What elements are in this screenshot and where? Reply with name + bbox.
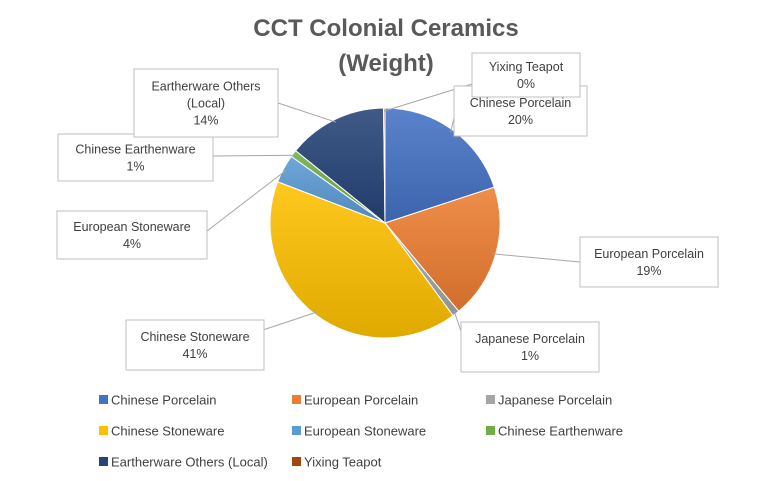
leader-line-european-stoneware — [206, 169, 287, 232]
legend-label-chinese-earthenware: Chinese Earthenware — [498, 424, 623, 439]
callout-value-yixing-teapot: 0% — [517, 77, 535, 91]
legend-item-eartherware-others-local: Eartherware Others (Local) — [99, 455, 268, 470]
callout-chinese-stoneware: Chinese Stoneware 41% — [125, 319, 265, 371]
legend-item-chinese-porcelain: Chinese Porcelain — [99, 393, 217, 408]
legend-swatch-chinese-porcelain — [99, 395, 108, 404]
leader-line-eartherware-others-local — [277, 102, 337, 123]
callout-label-european-porcelain: European Porcelain — [594, 247, 704, 261]
callout-value-chinese-porcelain: 20% — [508, 113, 533, 127]
pie-slice-chinese-porcelain — [384, 107, 495, 224]
callout-label-european-stoneware: European Stoneware — [73, 220, 190, 234]
callout-european-stoneware: European Stoneware 4% — [56, 210, 208, 260]
callout-box-european-stoneware — [56, 210, 208, 260]
legend-item-japanese-porcelain: Japanese Porcelain — [486, 393, 612, 408]
legend-item-chinese-stoneware: Chinese Stoneware — [99, 424, 224, 439]
callout-value-chinese-earthenware: 1% — [126, 160, 144, 174]
legend-item-yixing-teapot: Yixing Teapot — [292, 455, 382, 470]
callout-box-chinese-stoneware — [125, 319, 265, 371]
callout-eartherware-others-local: Eartherware Others (Local) 14% — [133, 68, 279, 138]
legend-item-chinese-earthenware: Chinese Earthenware — [486, 424, 623, 439]
pie-slice-european-porcelain — [384, 186, 501, 312]
legend-label-chinese-stoneware: Chinese Stoneware — [111, 424, 224, 439]
callout-box-japanese-porcelain — [460, 321, 600, 373]
callout-european-porcelain: European Porcelain 19% — [579, 236, 719, 288]
legend-label-european-porcelain: European Porcelain — [304, 393, 418, 408]
legend-item-european-porcelain: European Porcelain — [292, 393, 418, 408]
data-callouts: Chinese Porcelain 20% European Porcelain 19… — [56, 52, 719, 373]
legend-swatch-chinese-stoneware — [99, 426, 108, 435]
callout-label-chinese-stoneware: Chinese Stoneware — [140, 330, 249, 344]
legend-swatch-european-stoneware — [292, 426, 301, 435]
chart-title-line-1: CCT Colonial Ceramics — [253, 15, 518, 42]
legend-label-yixing-teapot: Yixing Teapot — [304, 455, 382, 470]
pie-slice-yixing-teapot — [383, 107, 386, 224]
callout-yixing-teapot: Yixing Teapot 0% — [471, 52, 581, 98]
leader-line-japanese-porcelain — [453, 311, 462, 332]
legend-item-european-stoneware: European Stoneware — [292, 424, 426, 439]
callout-label-japanese-porcelain: Japanese Porcelain — [475, 332, 585, 346]
callout-box-european-porcelain — [579, 236, 719, 288]
callout-label-eartherware-others-local: (Local) — [187, 97, 225, 111]
legend-label-japanese-porcelain: Japanese Porcelain — [498, 393, 612, 408]
chart-title-line-2: (Weight) — [338, 50, 434, 77]
callout-chinese-earthenware: Chinese Earthenware 1% — [57, 133, 214, 182]
legend-label-european-stoneware: European Stoneware — [304, 424, 426, 439]
callout-box-chinese-earthenware — [57, 133, 214, 182]
callout-box-eartherware-others-local — [133, 68, 279, 138]
leader-line-european-porcelain — [492, 253, 581, 263]
callout-label-chinese-porcelain: Chinese Porcelain — [470, 96, 571, 110]
callout-value-eartherware-others-local: 14% — [193, 114, 218, 128]
callout-label-chinese-earthenware: Chinese Earthenware — [75, 143, 195, 157]
legend-label-chinese-porcelain: Chinese Porcelain — [111, 393, 217, 408]
callout-value-japanese-porcelain: 1% — [521, 349, 539, 363]
legend: Chinese Porcelain European Porcelain Japan… — [99, 393, 623, 470]
callout-value-european-stoneware: 4% — [123, 237, 141, 251]
pie-slice-chinese-stoneware — [269, 181, 454, 339]
legend-label-eartherware-others-local: Eartherware Others (Local) — [111, 455, 268, 470]
callout-value-chinese-stoneware: 41% — [182, 347, 207, 361]
legend-swatch-chinese-earthenware — [486, 426, 495, 435]
legend-swatch-yixing-teapot — [292, 457, 301, 466]
callout-label-eartherware-others-local: Eartherware Others — [151, 80, 260, 94]
callout-box-yixing-teapot — [471, 52, 581, 98]
leader-line-chinese-stoneware — [262, 311, 318, 331]
pie-slices — [269, 107, 501, 339]
callout-value-european-porcelain: 19% — [636, 264, 661, 278]
chart-title: CCT Colonial Ceramics (Weight) — [253, 15, 518, 77]
pie-slice-eartherware-others-local — [294, 107, 386, 225]
callout-label-yixing-teapot: Yixing Teapot — [489, 60, 564, 74]
callout-japanese-porcelain: Japanese Porcelain 1% — [460, 321, 600, 373]
legend-swatch-eartherware-others-local — [99, 457, 108, 466]
legend-swatch-japanese-porcelain — [486, 395, 495, 404]
leader-line-chinese-earthenware — [212, 154, 296, 157]
legend-swatch-european-porcelain — [292, 395, 301, 404]
